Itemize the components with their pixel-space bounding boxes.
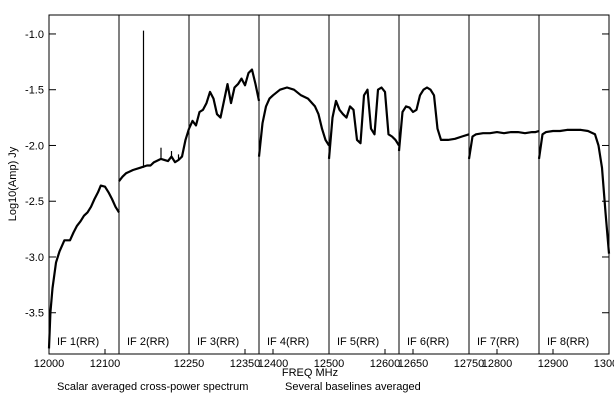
y-tick-label: -3.0 xyxy=(25,252,44,264)
if-panel-label: IF 2(RR) xyxy=(127,336,169,348)
if-panel-label: IF 5(RR) xyxy=(337,336,379,348)
spectrum-line-if6 xyxy=(397,86,470,152)
x-tick-label: 12000 xyxy=(34,358,65,370)
footer-right-caption: Several baselines averaged xyxy=(285,381,421,393)
spectrum-line-if1 xyxy=(47,184,120,349)
spectrum-line-if4 xyxy=(257,86,330,157)
y-tick-label: -2.0 xyxy=(25,140,44,152)
y-axis-label: Log10(Amp) Jy xyxy=(7,146,19,221)
x-tick-label: 12900 xyxy=(538,358,569,370)
x-axis-label: FREQ MHz xyxy=(282,367,338,379)
if-panel-label: IF 6(RR) xyxy=(407,336,449,348)
spectrum-curves xyxy=(47,30,611,349)
if-panel-label: IF 3(RR) xyxy=(197,336,239,348)
spectrum-line-if8 xyxy=(537,128,611,254)
y-tick-label: -1.5 xyxy=(25,85,44,97)
x-tick-label: 12400 xyxy=(258,358,289,370)
spectrum-line-if5 xyxy=(327,86,400,159)
spectrum-line-if2 xyxy=(118,128,191,182)
footer-left-caption: Scalar averaged cross-power spectrum xyxy=(57,381,248,393)
axes: -1.0 -1.5 -2.0 -2.5 -3.0 -3.5 12000 12100 12250 1… xyxy=(25,29,614,370)
x-tick-label: 12500 xyxy=(314,358,345,370)
spectrum-line-if3 xyxy=(187,68,261,130)
if-panels: IF 1(RR) IF 2(RR) IF 3(RR) IF 4(RR) IF 5(RR)… xyxy=(57,15,589,354)
if-panel-label: IF 1(RR) xyxy=(57,336,99,348)
y-tick-label: -2.5 xyxy=(25,196,44,208)
x-tick-label: 12350 xyxy=(230,358,261,370)
x-tick-label: 12100 xyxy=(90,358,121,370)
x-tick-label: 13000 xyxy=(594,358,614,370)
y-tick-label: -3.5 xyxy=(25,308,44,320)
x-tick-label: 12650 xyxy=(398,358,429,370)
if-panel-label: IF 8(RR) xyxy=(547,336,589,348)
x-tick-label: 12750 xyxy=(454,358,485,370)
x-tick-label: 12250 xyxy=(174,358,205,370)
x-tick-label: 12800 xyxy=(482,358,513,370)
y-tick-label: -1.0 xyxy=(25,29,44,41)
spectrum-line-if7 xyxy=(467,129,540,160)
x-tick-label: 12600 xyxy=(370,358,401,370)
if-panel-label: IF 7(RR) xyxy=(477,336,519,348)
if-panel-label: IF 4(RR) xyxy=(267,336,309,348)
